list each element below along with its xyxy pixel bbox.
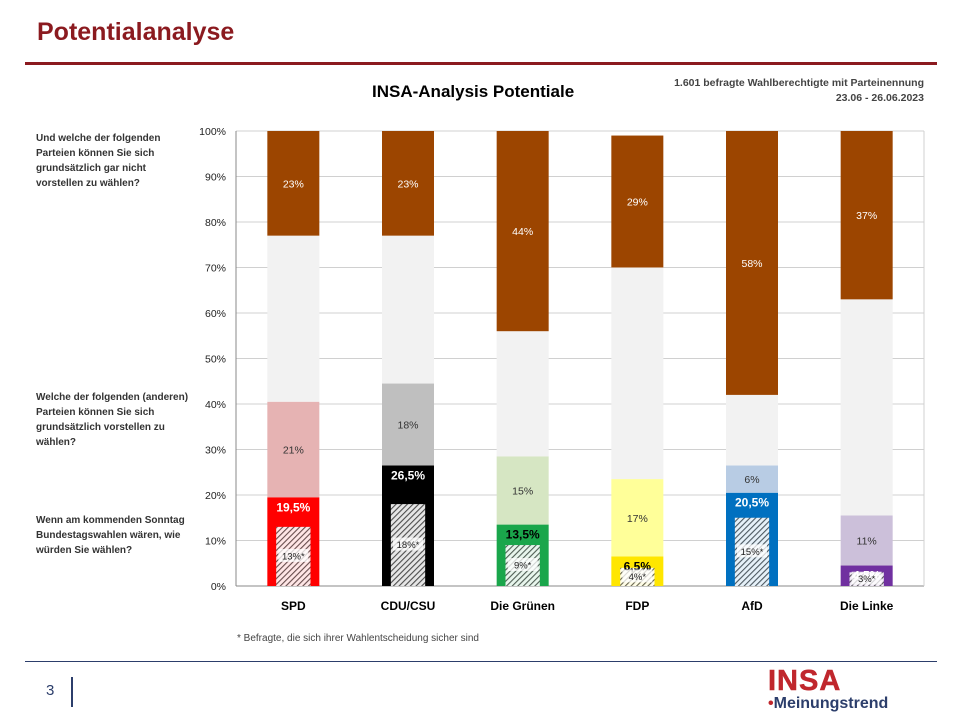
sure-voter-label-bg xyxy=(851,571,882,585)
y-tick-label: 60% xyxy=(205,308,226,320)
data-label: 58% xyxy=(741,258,762,270)
sure-voter-label: 18%* xyxy=(397,540,420,551)
x-category-label: CDU/CSU xyxy=(381,599,436,613)
survey-sample: 1.601 befragte Wahlberechtigte mit Parte… xyxy=(674,77,924,89)
page-number-divider xyxy=(71,677,73,707)
data-label: 44% xyxy=(512,226,533,238)
bar-segment xyxy=(726,131,778,395)
logo-insa-text: INSA xyxy=(768,665,842,697)
data-label: 13,5% xyxy=(506,528,540,542)
bar-segment xyxy=(382,131,434,236)
sure-voter-label: 13%* xyxy=(282,551,305,562)
x-category-label: Die Linke xyxy=(840,599,894,613)
bar-segment xyxy=(267,131,320,236)
footer-divider xyxy=(25,661,937,662)
data-label: 23% xyxy=(397,178,418,190)
data-label: 37% xyxy=(856,210,877,222)
x-category-label: SPD xyxy=(281,599,306,613)
data-label: 20,5% xyxy=(735,496,769,510)
title-divider xyxy=(25,62,937,65)
data-label: 19,5% xyxy=(276,500,310,514)
sure-voter-label: 3%* xyxy=(858,574,876,585)
x-category-label: AfD xyxy=(741,599,763,613)
bar-segment xyxy=(496,331,549,457)
sure-voter-label: 9%* xyxy=(514,561,532,572)
sure-voter-label-bg xyxy=(278,548,309,562)
bar-segment xyxy=(726,465,778,493)
sure-voter-label: 4%* xyxy=(629,572,647,583)
data-label: 15% xyxy=(512,485,533,497)
insa-logo: INSA •Meinungstrend xyxy=(768,665,918,713)
y-tick-label: 80% xyxy=(205,217,226,229)
data-label: 17% xyxy=(627,513,648,525)
y-tick-label: 50% xyxy=(205,354,226,366)
chart-title: INSA-Analysis Potentiale xyxy=(372,82,575,101)
y-tick-label: 30% xyxy=(205,445,226,457)
bar-segment xyxy=(496,456,549,525)
y-tick-label: 0% xyxy=(211,581,226,593)
bar-segment xyxy=(267,401,320,498)
data-label: 18% xyxy=(397,419,418,431)
bar-segment xyxy=(611,479,664,557)
bar-segment xyxy=(382,383,434,466)
bar-segment xyxy=(496,131,549,332)
page-title: Potentialanalyse xyxy=(37,18,235,46)
question-vote: Wenn am kommenden Sonntag Bundestagswahl… xyxy=(36,515,185,556)
bar-segment xyxy=(840,131,893,300)
question-reject: Und welche der folgenden Parteien können… xyxy=(36,133,161,189)
page-number: 3 xyxy=(46,682,55,699)
y-tick-label: 40% xyxy=(205,399,226,411)
logo-subtext: Meinungstrend xyxy=(773,695,889,712)
bar-segment xyxy=(726,394,778,466)
bar-segment xyxy=(611,135,664,268)
bar-segment xyxy=(840,515,893,566)
sure-voter-label-bg xyxy=(737,544,767,558)
sure-voter-label-bg xyxy=(393,537,423,551)
bar-segment xyxy=(840,299,893,516)
bar-segment xyxy=(611,267,664,480)
sure-voter-label-bg xyxy=(507,558,538,572)
y-tick-label: 100% xyxy=(199,126,226,138)
data-label: 23% xyxy=(283,178,304,190)
data-label: 11% xyxy=(857,536,877,548)
data-label: 29% xyxy=(627,197,648,209)
survey-info: 1.601 befragte Wahlberechtigte mit Parte… xyxy=(674,76,924,106)
y-tick-label: 90% xyxy=(205,172,226,184)
y-tick-label: 70% xyxy=(205,263,226,275)
question-potential: Welche der folgenden (anderen) Parteien … xyxy=(36,392,189,448)
data-label: 6% xyxy=(744,474,759,486)
data-label: 21% xyxy=(283,445,304,457)
bar-segment xyxy=(267,235,320,402)
footnote: * Befragte, die sich ihrer Wahlentscheid… xyxy=(237,633,479,644)
x-category-label: Die Grünen xyxy=(490,599,555,613)
y-tick-label: 20% xyxy=(205,490,226,502)
sure-voter-label-bg xyxy=(622,569,653,583)
y-tick-label: 10% xyxy=(205,536,226,548)
bar-segment xyxy=(382,235,434,384)
survey-dates: 23.06 - 26.06.2023 xyxy=(835,92,924,104)
x-category-label: FDP xyxy=(625,599,649,613)
data-label: 26,5% xyxy=(391,468,425,482)
sure-voter-label: 15%* xyxy=(741,547,764,558)
